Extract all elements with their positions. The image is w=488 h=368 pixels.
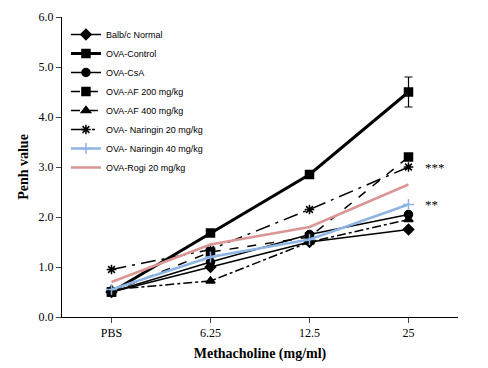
svg-text:25: 25 [403,326,415,340]
svg-text:OVA-AF 400 mg/kg: OVA-AF 400 mg/kg [106,106,183,116]
svg-text:Balb/c Normal: Balb/c Normal [106,30,163,40]
svg-text:1.0: 1.0 [39,260,54,274]
svg-text:OVA-Rogi 20 mg/kg: OVA-Rogi 20 mg/kg [106,163,185,173]
svg-text:OVA- Naringin 20 mg/kg: OVA- Naringin 20 mg/kg [106,125,203,135]
svg-text:2.0: 2.0 [39,210,54,224]
svg-text:OVA-CsA: OVA-CsA [106,68,144,78]
svg-text:OVA-Control: OVA-Control [106,49,156,59]
svg-text:0.0: 0.0 [39,310,54,324]
svg-text:OVA- Naringin 40 mg/kg: OVA- Naringin 40 mg/kg [106,144,203,154]
svg-text:Methacholine (mg/ml): Methacholine (mg/ml) [194,346,327,362]
svg-text:OVA-AF 200 mg/kg: OVA-AF 200 mg/kg [106,87,183,97]
svg-text:***: *** [425,160,445,175]
svg-text:4.0: 4.0 [39,110,54,124]
svg-text:6.25: 6.25 [200,326,221,340]
svg-text:12.5: 12.5 [299,326,320,340]
svg-text:3.0: 3.0 [39,160,54,174]
svg-text:Penh value: Penh value [16,134,31,200]
svg-text:PBS: PBS [101,326,122,340]
svg-text:5.0: 5.0 [39,60,54,74]
svg-text:6.0: 6.0 [39,10,54,24]
svg-text:**: ** [425,197,438,212]
